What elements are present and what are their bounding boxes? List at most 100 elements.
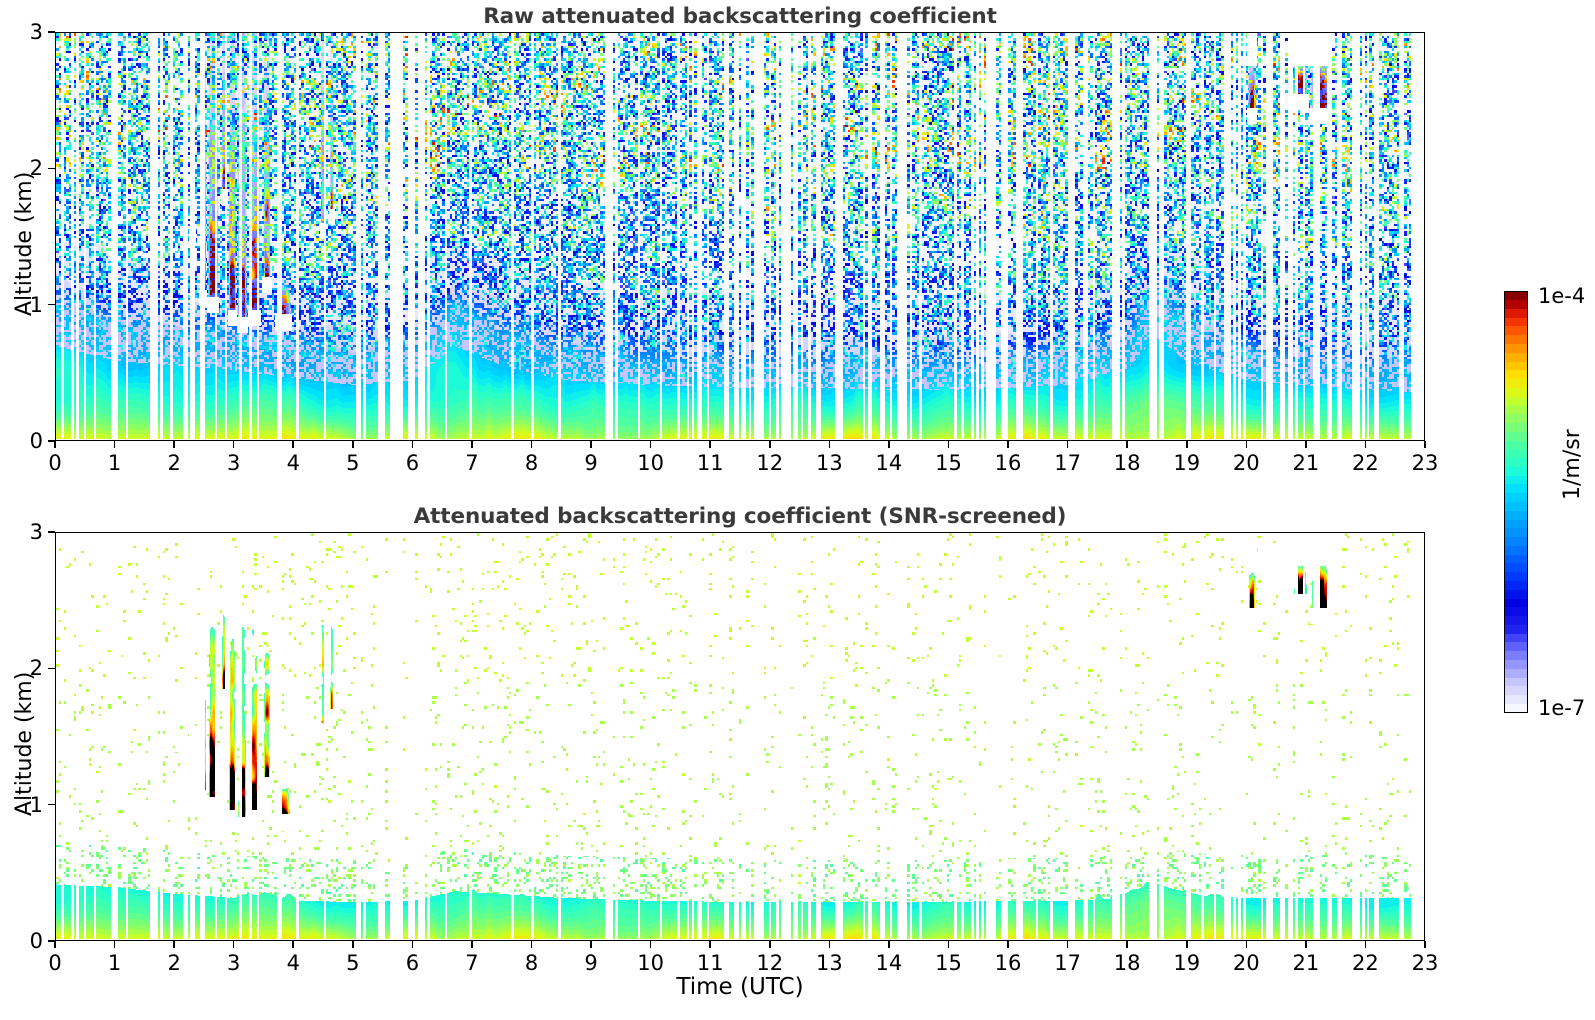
x-tick-label: 16 bbox=[994, 451, 1022, 475]
x-tick-label: 9 bbox=[584, 951, 598, 975]
x-tick-label: 21 bbox=[1292, 451, 1320, 475]
heatmap-panel-raw bbox=[55, 32, 1425, 441]
x-tick-label: 1 bbox=[107, 451, 122, 475]
panel-title-raw: Raw attenuated backscattering coefficien… bbox=[483, 4, 997, 29]
x-tick-mark bbox=[1066, 941, 1069, 948]
x-tick-label: 22 bbox=[1352, 951, 1379, 975]
x-tick-mark bbox=[1126, 941, 1128, 948]
x-tick-label: 2 bbox=[167, 951, 181, 975]
x-tick-label: 10 bbox=[637, 951, 665, 975]
y-tick-mark bbox=[48, 940, 55, 942]
x-tick-mark bbox=[1245, 941, 1248, 948]
y-tick-label: 2 bbox=[29, 156, 43, 181]
y-tick-label: 0 bbox=[29, 429, 43, 453]
x-tick-label: 6 bbox=[405, 451, 420, 475]
x-tick-mark bbox=[352, 441, 354, 448]
x-tick-label: 5 bbox=[346, 451, 360, 475]
x-tick-label: 8 bbox=[524, 451, 539, 475]
x-tick-mark bbox=[1185, 441, 1188, 448]
x-tick-mark bbox=[1007, 941, 1009, 948]
colorbar-frame bbox=[1504, 291, 1528, 713]
colorbar-max-label: 1e-4 bbox=[1538, 284, 1586, 308]
heatmap-canvas-screened bbox=[56, 533, 1423, 939]
x-tick-mark bbox=[947, 441, 950, 448]
x-tick-mark bbox=[232, 941, 235, 948]
x-tick-label: 12 bbox=[756, 451, 784, 475]
x-tick-mark bbox=[947, 941, 950, 948]
x-tick-label: 8 bbox=[524, 951, 539, 975]
x-tick-mark bbox=[411, 941, 414, 948]
heatmap-panel-screened bbox=[55, 532, 1425, 941]
x-tick-mark bbox=[828, 441, 831, 448]
x-tick-label: 14 bbox=[875, 451, 903, 475]
x-tick-mark bbox=[649, 441, 652, 448]
x-tick-label: 16 bbox=[994, 951, 1022, 975]
x-tick-mark bbox=[888, 441, 890, 448]
x-tick-label: 15 bbox=[935, 951, 962, 975]
x-axis-label: Time (UTC) bbox=[676, 974, 804, 1000]
x-tick-mark bbox=[1245, 441, 1248, 448]
x-tick-label: 20 bbox=[1232, 451, 1260, 475]
x-tick-mark bbox=[1007, 441, 1009, 448]
x-tick-label: 13 bbox=[815, 451, 843, 475]
x-tick-mark bbox=[1364, 941, 1367, 948]
y-tick-mark bbox=[48, 31, 55, 33]
x-tick-mark bbox=[768, 441, 771, 448]
x-tick-label: 18 bbox=[1113, 451, 1141, 475]
x-tick-label: 19 bbox=[1173, 951, 1201, 975]
y-tick-mark bbox=[48, 167, 55, 170]
x-tick-label: 1 bbox=[107, 951, 122, 975]
x-tick-mark bbox=[113, 941, 116, 948]
x-tick-mark bbox=[1066, 441, 1069, 448]
x-tick-mark bbox=[1424, 941, 1426, 948]
x-tick-label: 11 bbox=[696, 951, 724, 975]
x-tick-label: 20 bbox=[1232, 951, 1260, 975]
x-tick-mark bbox=[709, 441, 711, 448]
x-tick-mark bbox=[530, 941, 533, 948]
x-tick-label: 0 bbox=[48, 451, 62, 475]
x-tick-mark bbox=[54, 941, 56, 948]
x-tick-mark bbox=[173, 941, 175, 948]
y-tick-label: 3 bbox=[29, 520, 43, 544]
x-tick-label: 3 bbox=[227, 451, 241, 475]
colorbar-unit-label: 1/m/sr bbox=[1560, 429, 1585, 500]
x-tick-mark bbox=[828, 941, 831, 948]
colorbar-gradient bbox=[1504, 291, 1528, 713]
x-tick-mark bbox=[1305, 441, 1307, 448]
y-tick-label: 2 bbox=[29, 656, 43, 681]
x-tick-mark bbox=[590, 941, 592, 948]
colorbar-min-label: 1e-7 bbox=[1538, 696, 1586, 720]
x-tick-label: 11 bbox=[696, 451, 724, 475]
x-tick-mark bbox=[1424, 441, 1426, 448]
x-tick-label: 15 bbox=[935, 451, 962, 475]
y-tick-label: 3 bbox=[29, 20, 43, 44]
x-tick-mark bbox=[709, 941, 711, 948]
x-tick-mark bbox=[54, 441, 56, 448]
panel-title-screened: Attenuated backscattering coefficient (S… bbox=[413, 504, 1067, 529]
x-tick-label: 4 bbox=[286, 951, 300, 975]
x-tick-label: 22 bbox=[1352, 451, 1379, 475]
x-tick-label: 12 bbox=[756, 951, 784, 975]
x-tick-label: 17 bbox=[1054, 951, 1081, 975]
x-tick-mark bbox=[411, 441, 414, 448]
x-tick-mark bbox=[1305, 941, 1307, 948]
x-tick-label: 7 bbox=[465, 951, 479, 975]
x-tick-label: 0 bbox=[48, 951, 62, 975]
x-tick-mark bbox=[768, 941, 771, 948]
y-tick-mark bbox=[48, 440, 55, 442]
y-tick-mark bbox=[48, 803, 55, 806]
x-tick-mark bbox=[292, 441, 295, 448]
y-tick-mark bbox=[48, 531, 55, 533]
x-tick-mark bbox=[1364, 441, 1367, 448]
x-tick-label: 19 bbox=[1173, 451, 1201, 475]
x-tick-label: 2 bbox=[167, 451, 181, 475]
x-tick-mark bbox=[471, 441, 473, 448]
colorbar: 1e-4 1e-7 bbox=[1504, 284, 1585, 720]
x-tick-label: 6 bbox=[405, 951, 420, 975]
x-tick-label: 21 bbox=[1292, 951, 1320, 975]
y-tick-label: 0 bbox=[29, 929, 43, 953]
heatmap-canvas-raw bbox=[56, 33, 1423, 439]
x-tick-mark bbox=[530, 441, 533, 448]
x-tick-label: 17 bbox=[1054, 451, 1081, 475]
